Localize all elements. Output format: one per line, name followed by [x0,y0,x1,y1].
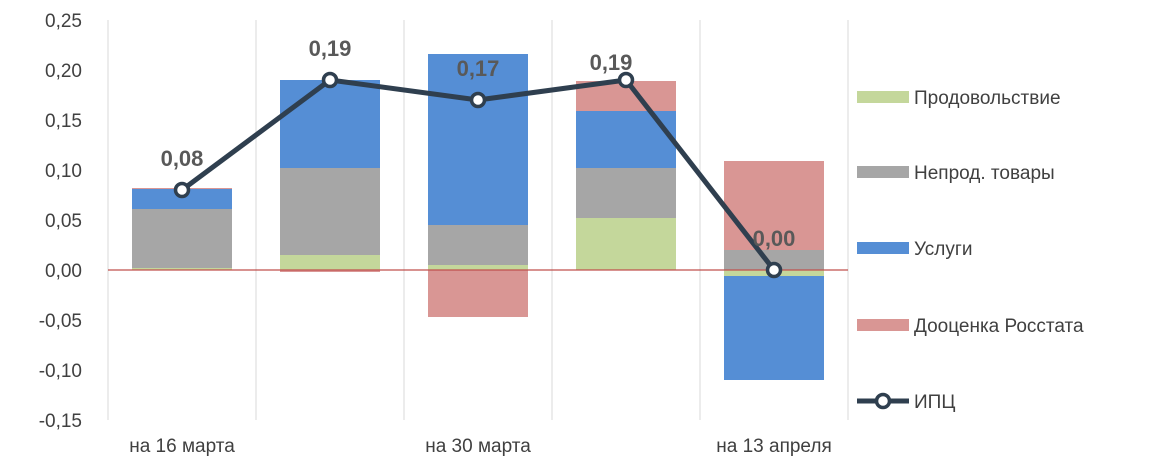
cpi-point [324,74,337,87]
legend-item: Непрод. товары [857,163,1055,184]
legend-swatch [857,242,909,254]
bar [132,209,232,268]
legend-swatch [857,319,909,331]
bar [280,168,380,255]
bar [280,255,380,270]
data-label: 0,00 [753,226,796,251]
data-label: 0,19 [590,50,633,75]
legend-marker [877,395,890,408]
y-tick-label: 0,20 [45,61,82,82]
x-tick-label: на 13 апреля [716,436,831,457]
legend-item: Продовольствие [857,88,1061,109]
data-label: 0,19 [309,36,352,61]
y-tick-label: -0,15 [39,411,82,432]
data-label: 0,17 [457,56,500,81]
y-tick-label: 0,05 [45,211,82,232]
bar [280,80,380,168]
cpi-point [176,184,189,197]
cpi-point [620,74,633,87]
bar [576,168,676,218]
legend-item: ИПЦ [857,392,955,413]
legend-label: Продовольствие [914,88,1061,109]
y-tick-label: 0,00 [45,261,82,282]
y-tick-label: 0,15 [45,111,82,132]
legend-swatch [857,91,909,103]
bar [576,111,676,168]
x-tick-label: на 30 марта [425,436,531,457]
y-tick-label: 0,25 [45,11,82,32]
legend-label: Дооценка Росстата [914,316,1084,337]
bar [576,218,676,270]
y-tick-label: -0,10 [39,361,82,382]
cpi-point [768,264,781,277]
bar [428,225,528,265]
bar [428,270,528,317]
bar [724,276,824,380]
legend-item: Дооценка Росстата [857,316,1084,337]
legend-swatch [857,166,909,178]
legend-item: Услуги [857,239,972,260]
data-label: 0,08 [161,146,204,171]
cpi-point [472,94,485,107]
legend-label: Услуги [914,239,972,260]
legend-label: Непрод. товары [914,163,1055,184]
bar [428,265,528,270]
x-tick-label: на 16 марта [129,436,235,457]
legend-label: ИПЦ [914,392,955,413]
y-tick-label: 0,10 [45,161,82,182]
y-tick-label: -0,05 [39,311,82,332]
